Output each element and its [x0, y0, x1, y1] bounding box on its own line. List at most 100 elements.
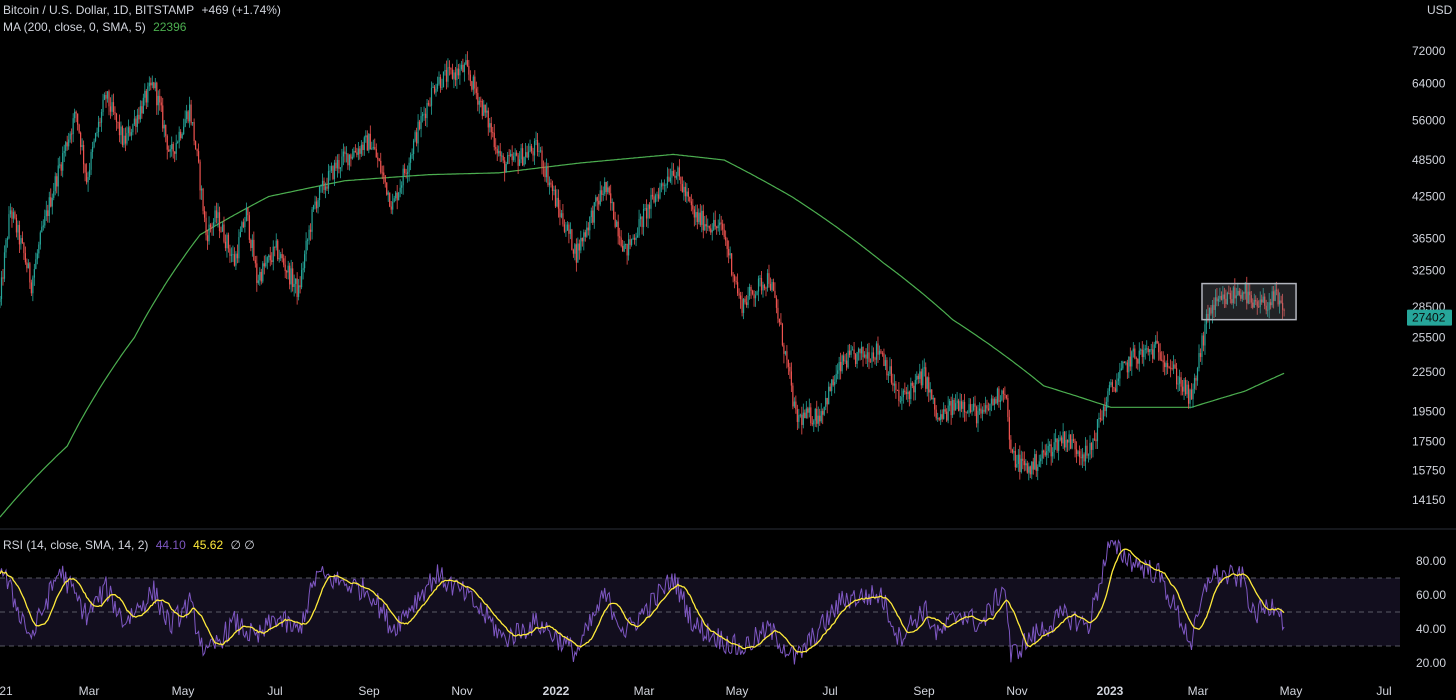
x-tick-label: Sep: [913, 684, 935, 698]
rsi-extra-values: ∅ ∅: [230, 538, 255, 552]
candle-body: [958, 400, 960, 411]
x-tick-label: 21: [0, 684, 13, 698]
candle-body: [418, 121, 421, 129]
candle-body: [844, 360, 846, 362]
candle-body: [315, 201, 318, 209]
candle-body: [583, 232, 585, 242]
candle-body: [880, 350, 882, 354]
candle-body: [1210, 307, 1212, 314]
x-tick-label: Mar: [79, 684, 100, 698]
candle-body: [533, 140, 536, 156]
candle-body: [908, 391, 910, 400]
candle-body: [535, 140, 537, 141]
candle-body: [180, 131, 182, 139]
candle-body: [1184, 379, 1187, 395]
candle-body: [1159, 352, 1161, 360]
candle-body: [838, 361, 840, 371]
candle-body: [94, 133, 97, 142]
candle-body: [1234, 287, 1236, 299]
candle-body: [1161, 359, 1163, 361]
candle-body: [2, 277, 4, 279]
rsi-label[interactable]: RSI (14, close, SMA, 14, 2): [3, 538, 149, 552]
candle-body: [659, 186, 661, 199]
candle-body: [937, 417, 939, 419]
candle-body: [740, 295, 742, 300]
candle-body: [977, 410, 979, 424]
candle-body: [415, 132, 418, 144]
candle-body: [496, 148, 498, 154]
candle-body: [278, 258, 280, 260]
candle-body: [333, 162, 336, 179]
candle-body: [39, 232, 41, 245]
symbol-title[interactable]: Bitcoin / U.S. Dollar, 1D, BITSTAMP: [3, 3, 195, 17]
candle-body: [943, 409, 945, 419]
candle-body: [499, 150, 501, 157]
candle-body: [999, 400, 1002, 402]
candle-body: [1010, 439, 1012, 450]
candle-body: [859, 348, 861, 354]
candle-body: [1049, 444, 1051, 446]
candle-body: [1056, 438, 1058, 451]
candle-body: [336, 159, 339, 169]
candle-body: [3, 252, 6, 279]
candle-body: [154, 82, 156, 89]
candle-body: [935, 409, 937, 419]
candle-body: [1282, 302, 1284, 310]
candle-body: [904, 390, 906, 393]
candle-body: [1147, 348, 1149, 353]
candle-body: [650, 194, 652, 209]
candle-body: [108, 91, 110, 107]
candle-body: [728, 248, 730, 256]
candle-body: [38, 244, 40, 254]
candle-body: [453, 72, 455, 79]
candle-body: [263, 263, 265, 267]
candle-body: [1162, 360, 1164, 363]
x-tick-label: Mar: [634, 684, 655, 698]
candle-body: [62, 152, 64, 171]
price-tick-label: 56000: [1412, 113, 1446, 127]
candle-body: [83, 145, 85, 165]
candle-body: [502, 155, 504, 161]
candle-body: [672, 170, 675, 176]
rsi-ma-value: 45.62: [193, 538, 224, 552]
price-tick-label: 72000: [1412, 44, 1446, 58]
candle-body: [1274, 289, 1276, 301]
candle-body: [1028, 466, 1030, 473]
candle-body: [389, 192, 391, 207]
candle-body: [332, 166, 334, 179]
x-tick-label: May: [172, 684, 195, 698]
candle-body: [854, 354, 857, 365]
candle-body: [242, 222, 244, 228]
candle-body: [1105, 401, 1108, 412]
candle-body: [115, 113, 118, 122]
candle-body: [417, 121, 419, 144]
candle-body: [483, 104, 485, 116]
candle-body: [542, 167, 545, 169]
candle-body: [1083, 454, 1085, 462]
candle-body: [1132, 348, 1134, 352]
candle-body: [478, 100, 480, 105]
candle-body: [441, 87, 443, 88]
candle-body: [472, 76, 474, 90]
candle-body: [710, 228, 712, 233]
candle-body: [90, 151, 92, 170]
candle-body: [1196, 368, 1199, 381]
candle-body: [477, 92, 479, 105]
candle-body: [732, 274, 734, 276]
rsi-tick-label: 80.00: [1416, 554, 1446, 568]
candle-body: [599, 190, 601, 205]
candle-body: [1104, 406, 1106, 412]
candle-body: [401, 185, 403, 188]
candle-body: [166, 135, 168, 150]
candle-body: [814, 408, 816, 421]
candle-body: [668, 176, 670, 182]
candle-body: [357, 148, 359, 155]
ma-label[interactable]: MA (200, close, 0, SMA, 5): [3, 20, 146, 34]
candle-body: [1268, 302, 1270, 310]
last-price-tag: [1407, 309, 1452, 326]
candle-body: [695, 212, 697, 218]
candle-body: [17, 224, 19, 233]
candle-body: [553, 189, 555, 191]
candle-body: [981, 409, 984, 414]
